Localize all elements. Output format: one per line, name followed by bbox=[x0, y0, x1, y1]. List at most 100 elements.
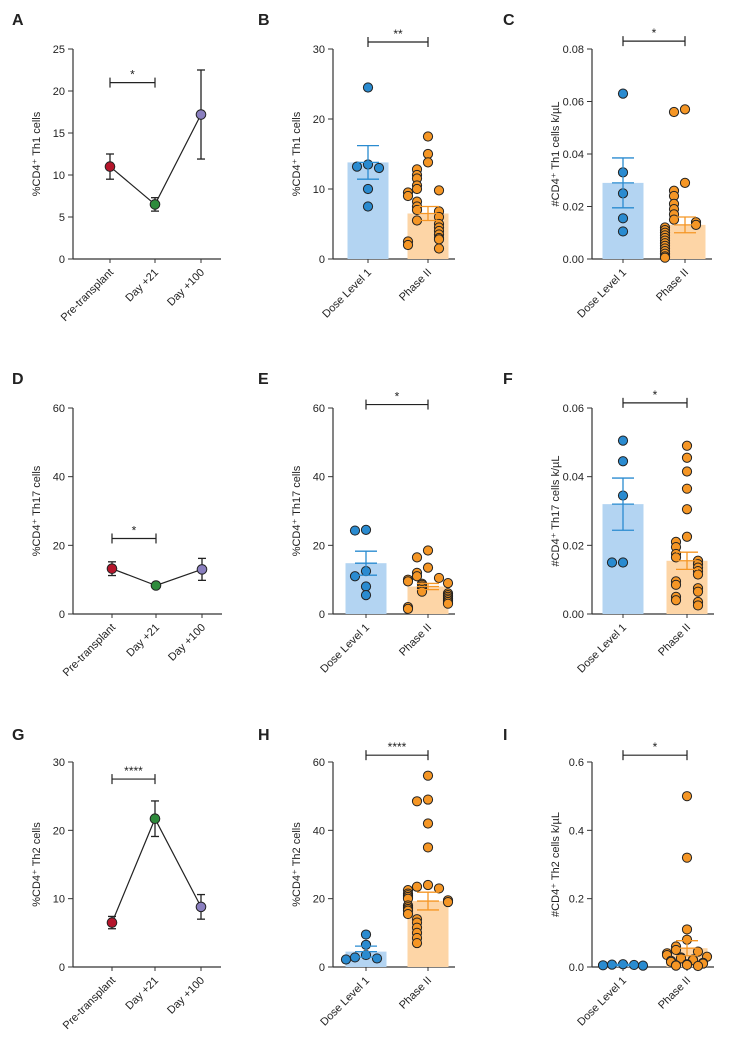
y-tick-label: 0.6 bbox=[569, 757, 584, 769]
data-point bbox=[670, 595, 682, 606]
data-point bbox=[617, 435, 629, 446]
data-point bbox=[411, 183, 423, 195]
data-point bbox=[149, 199, 161, 210]
x-category-label: Day +100 bbox=[165, 975, 207, 1017]
y-axis-label: %CD4⁺ Th2 cells bbox=[31, 822, 43, 907]
data-point bbox=[681, 440, 693, 451]
data-point bbox=[679, 104, 691, 115]
panel-letter: F bbox=[503, 371, 513, 388]
significance-label: * bbox=[395, 390, 400, 404]
significance-label: * bbox=[132, 523, 137, 537]
x-category-label: Pre-transplant bbox=[59, 267, 116, 324]
data-point bbox=[416, 586, 428, 597]
y-tick-label: 0.08 bbox=[563, 44, 584, 56]
y-tick-label: 25 bbox=[53, 44, 65, 56]
data-point bbox=[692, 600, 704, 611]
panel-h: H 0 20 40 60 %CD4⁺ Th2 cells Dose Level 1 Phase… bbox=[258, 727, 455, 1029]
data-point bbox=[617, 213, 629, 224]
y-axis-label: #CD4⁺ Th1 cells k/µL bbox=[550, 102, 562, 207]
x-category-label: Day +100 bbox=[165, 267, 207, 309]
data-point bbox=[402, 908, 414, 920]
y-tick-label: 10 bbox=[53, 894, 65, 906]
x-category-label: Phase II bbox=[397, 975, 434, 1012]
data-point bbox=[679, 177, 691, 188]
significance-label: * bbox=[653, 388, 658, 402]
data-point bbox=[692, 586, 704, 597]
data-point bbox=[422, 148, 434, 160]
data-point bbox=[351, 161, 363, 172]
data-point bbox=[340, 954, 352, 965]
y-tick-label: 5 bbox=[59, 212, 65, 224]
series-line bbox=[111, 817, 202, 923]
data-point bbox=[402, 190, 414, 202]
y-tick-label: 60 bbox=[313, 757, 325, 769]
data-point bbox=[411, 881, 423, 892]
data-point bbox=[402, 239, 414, 251]
data-point bbox=[670, 960, 682, 971]
data-point bbox=[360, 581, 372, 592]
y-tick-label: 0 bbox=[59, 609, 65, 621]
data-point bbox=[617, 456, 629, 467]
data-point bbox=[196, 564, 208, 575]
data-point bbox=[195, 109, 207, 120]
data-point bbox=[373, 162, 385, 174]
data-point bbox=[422, 794, 434, 805]
y-tick-label: 0.0 bbox=[569, 962, 584, 974]
data-point bbox=[433, 185, 445, 196]
data-point bbox=[422, 770, 434, 781]
data-point bbox=[362, 82, 374, 93]
y-tick-label: 0.00 bbox=[563, 254, 584, 266]
panel-b: B 0 10 20 30 %CD4⁺ Th1 cells Dose Level 1 Phase… bbox=[258, 12, 455, 321]
data-point bbox=[681, 466, 693, 477]
x-category-label: Phase II bbox=[656, 975, 693, 1012]
data-point bbox=[606, 557, 618, 568]
data-point bbox=[349, 571, 361, 582]
panel-letter: B bbox=[258, 12, 270, 29]
y-tick-label: 20 bbox=[53, 86, 65, 98]
x-category-label: Phase II bbox=[397, 267, 434, 304]
y-axis-label: %CD4⁺ Th2 cells bbox=[291, 822, 303, 907]
data-point bbox=[422, 879, 434, 891]
data-point bbox=[681, 483, 693, 494]
x-category-label: Day +21 bbox=[123, 975, 161, 1013]
y-tick-label: 60 bbox=[53, 403, 65, 415]
data-point bbox=[681, 791, 693, 802]
y-tick-label: 10 bbox=[53, 170, 65, 182]
x-category-label: Phase II bbox=[654, 267, 691, 304]
panel-letter: G bbox=[12, 727, 24, 744]
y-tick-label: 10 bbox=[313, 184, 325, 196]
x-category-label: Pre-transplant bbox=[61, 622, 118, 679]
y-tick-label: 40 bbox=[313, 825, 325, 837]
y-tick-label: 60 bbox=[313, 403, 325, 415]
y-tick-label: 40 bbox=[53, 472, 65, 484]
panel-letter: D bbox=[12, 371, 24, 388]
panel-letter: C bbox=[503, 12, 515, 29]
y-tick-label: 0.02 bbox=[563, 540, 584, 552]
y-tick-label: 0.00 bbox=[563, 609, 584, 621]
x-category-label: Phase II bbox=[397, 622, 434, 659]
data-point bbox=[668, 106, 680, 118]
data-point bbox=[150, 580, 162, 591]
data-point bbox=[422, 842, 434, 853]
significance-label: **** bbox=[124, 764, 143, 778]
data-point bbox=[617, 88, 629, 99]
data-point bbox=[106, 917, 118, 928]
x-category-label: Dose Level 1 bbox=[318, 975, 372, 1029]
y-tick-label: 0 bbox=[319, 962, 325, 974]
x-category-label: Dose Level 1 bbox=[318, 622, 372, 676]
data-point bbox=[362, 183, 374, 195]
y-tick-label: 0.02 bbox=[563, 202, 584, 214]
data-point bbox=[670, 579, 682, 590]
data-point bbox=[360, 590, 372, 601]
y-axis-label: %CD4⁺ Th1 cells bbox=[291, 111, 303, 196]
y-axis-label: %CD4⁺ Th17 cells bbox=[291, 465, 303, 556]
y-axis-label: %CD4⁺ Th17 cells bbox=[31, 465, 43, 556]
y-tick-label: 0.04 bbox=[563, 149, 584, 161]
y-tick-label: 20 bbox=[53, 825, 65, 837]
data-point bbox=[659, 252, 671, 263]
x-category-label: Day +100 bbox=[166, 622, 208, 664]
data-point bbox=[442, 578, 454, 589]
data-point bbox=[402, 576, 414, 587]
